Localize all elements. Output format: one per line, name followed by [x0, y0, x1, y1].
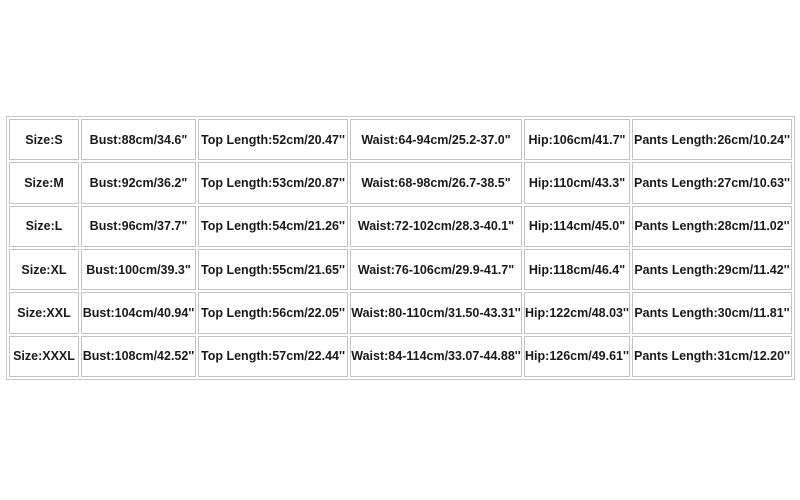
- cell-bust: Bust:104cm/40.94'': [81, 292, 196, 334]
- cell-hip: Hip:110cm/43.3": [524, 162, 630, 204]
- cell-top-length: Top Length:52cm/20.47'': [198, 119, 348, 161]
- table-row: Size:M Bust:92cm/36.2" Top Length:53cm/20.…: [9, 162, 792, 204]
- cell-waist: Waist:64-94cm/25.2-37.0": [350, 119, 522, 161]
- cell-size: Size:S: [9, 119, 79, 161]
- cell-top-length: Top Length:54cm/21.26'': [198, 205, 348, 247]
- table-row: Size:XL Bust:100cm/39.3" Top Length:55cm/2…: [9, 248, 792, 291]
- cell-size: Size:M: [9, 162, 79, 204]
- table-row: Size:XXL Bust:104cm/40.94'' Top Length:56c…: [9, 292, 792, 334]
- cell-bust: Bust:96cm/37.7": [81, 205, 196, 247]
- cell-pants-length: Pants Length:30cm/11.81'': [632, 292, 792, 334]
- size-chart-table: Size:S Bust:88cm/34.6" Top Length:52cm/20.…: [6, 116, 795, 380]
- cell-size: Size:XXL: [9, 292, 79, 334]
- cell-hip: Hip:106cm/41.7": [524, 119, 630, 161]
- cell-top-length: Top Length:55cm/21.65'': [198, 248, 348, 291]
- table-row: Size:L Bust:96cm/37.7" Top Length:54cm/21.…: [9, 205, 792, 247]
- cell-hip: Hip:118cm/46.4": [524, 248, 630, 291]
- cell-hip: Hip:122cm/48.03'': [524, 292, 630, 334]
- cell-waist: Waist:80-110cm/31.50-43.31'': [350, 292, 522, 334]
- cell-hip: Hip:126cm/49.61'': [524, 335, 630, 377]
- cell-size: Size:XL: [9, 248, 79, 291]
- cell-bust: Bust:88cm/34.6": [81, 119, 196, 161]
- cell-pants-length: Pants Length:26cm/10.24'': [632, 119, 792, 161]
- cell-pants-length: Pants Length:29cm/11.42'': [632, 248, 792, 291]
- cell-waist: Waist:76-106cm/29.9-41.7": [350, 248, 522, 291]
- table-row: Size:XXXL Bust:108cm/42.52'' Top Length:57…: [9, 335, 792, 377]
- cell-top-length: Top Length:53cm/20.87'': [198, 162, 348, 204]
- table-row: Size:S Bust:88cm/34.6" Top Length:52cm/20.…: [9, 119, 792, 161]
- cell-pants-length: Pants Length:27cm/10.63'': [632, 162, 792, 204]
- cell-bust: Bust:108cm/42.52'': [81, 335, 196, 377]
- cell-size: Size:XXXL: [9, 335, 79, 377]
- cell-pants-length: Pants Length:31cm/12.20'': [632, 335, 792, 377]
- cell-top-length: Top Length:56cm/22.05'': [198, 292, 348, 334]
- cell-waist: Waist:68-98cm/26.7-38.5": [350, 162, 522, 204]
- cell-waist: Waist:84-114cm/33.07-44.88'': [350, 335, 522, 377]
- cell-pants-length: Pants Length:28cm/11.02'': [632, 205, 792, 247]
- cell-size: Size:L: [9, 205, 79, 247]
- cell-bust: Bust:92cm/36.2": [81, 162, 196, 204]
- cell-bust: Bust:100cm/39.3": [81, 248, 196, 291]
- cell-waist: Waist:72-102cm/28.3-40.1": [350, 205, 522, 247]
- size-chart-body: Size:S Bust:88cm/34.6" Top Length:52cm/20.…: [9, 119, 792, 377]
- cell-hip: Hip:114cm/45.0": [524, 205, 630, 247]
- cell-top-length: Top Length:57cm/22.44'': [198, 335, 348, 377]
